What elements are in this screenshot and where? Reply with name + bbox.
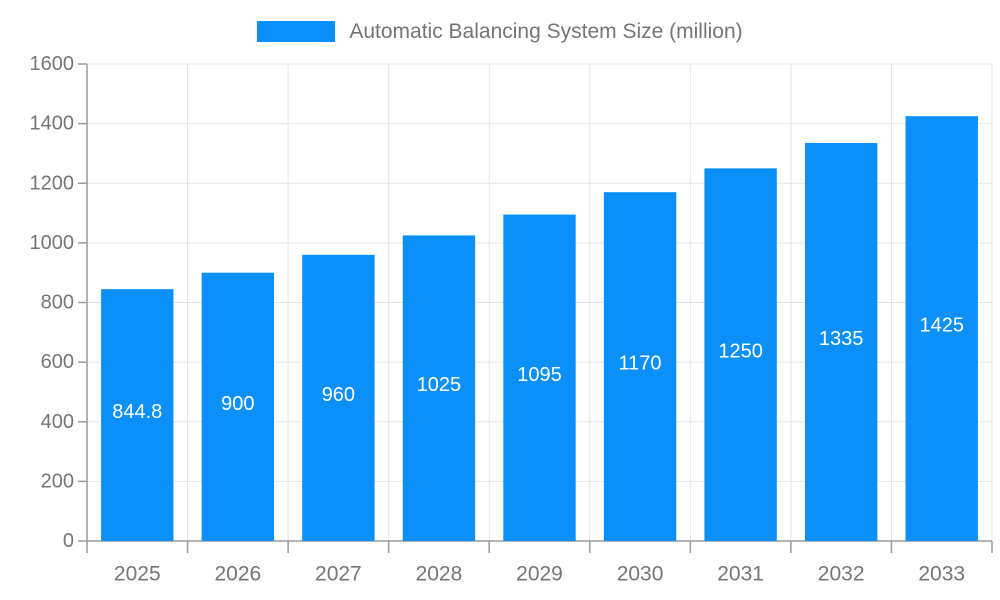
bar-value-label: 1425 <box>919 315 964 337</box>
bar-2029 <box>503 214 576 541</box>
bar-2033 <box>905 116 978 541</box>
x-tick-label: 2029 <box>516 563 563 586</box>
bar-value-label: 1250 <box>718 341 763 363</box>
y-tick-label: 600 <box>41 351 74 373</box>
bar-2027 <box>302 254 375 542</box>
bar-value-label: 1095 <box>517 364 562 386</box>
legend-label: Automatic Balancing System Size (million… <box>349 20 743 43</box>
x-tick-label: 2033 <box>918 563 965 586</box>
y-tick-label: 0 <box>63 530 74 552</box>
bar-value-label: 960 <box>322 384 355 406</box>
bar-2030 <box>603 192 677 541</box>
x-tick-label: 2028 <box>416 563 463 586</box>
x-tick-label: 2027 <box>315 563 362 586</box>
bar-2025 <box>101 289 174 541</box>
y-tick-label: 800 <box>41 292 74 314</box>
x-axis: 2025 2026 2027 2028 2029 2030 2031 2032 2033 <box>86 541 993 586</box>
y-tick-label: 200 <box>41 470 74 492</box>
bar-value-label: 1025 <box>417 374 462 396</box>
legend-item[interactable]: Automatic Balancing System Size (million… <box>0 19 1000 44</box>
x-tick-label: 2032 <box>818 563 865 586</box>
bar-value-label: 900 <box>221 393 254 415</box>
legend-swatch <box>257 21 336 42</box>
bar-2028 <box>402 235 476 541</box>
y-tick-label: 1400 <box>30 113 75 135</box>
x-tick-label: 2026 <box>214 563 261 586</box>
y-axis: 0 200 400 600 800 1000 1200 1400 1600 <box>30 53 87 552</box>
bar-2031 <box>704 168 777 541</box>
bar-2032 <box>804 143 878 542</box>
x-tick-label: 2031 <box>717 563 764 586</box>
bar-value-label: 1335 <box>819 328 864 350</box>
bars-group: 844.8 900 960 1025 1095 1170 1250 1335 1425 <box>101 116 978 542</box>
bar-value-label: 1170 <box>619 353 662 375</box>
y-tick-label: 400 <box>41 411 74 433</box>
y-tick-label: 1000 <box>30 232 75 254</box>
x-tick-label: 2025 <box>114 563 161 586</box>
bar-2026 <box>201 272 275 541</box>
x-tick-label: 2030 <box>617 563 664 586</box>
y-tick-label: 1200 <box>30 172 75 194</box>
bar-value-label: 844.8 <box>112 401 162 423</box>
y-tick-label: 1600 <box>30 53 75 75</box>
